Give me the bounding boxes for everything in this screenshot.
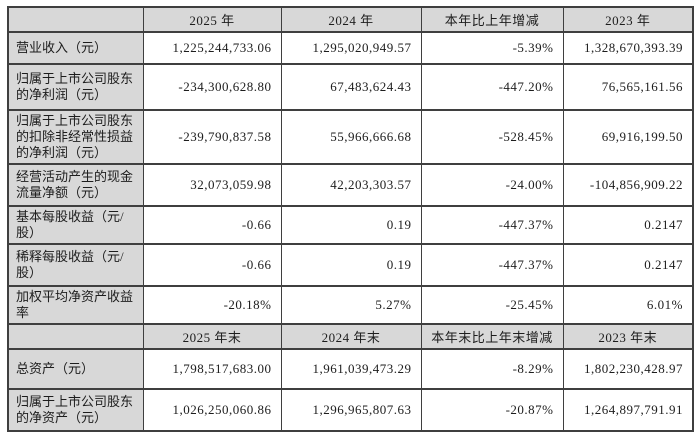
value-2023: 6.01% bbox=[562, 285, 694, 325]
metric-row-net-profit-excl-nonrecurring: 归属于上市公司股东的扣除非经常性损益的净利润（元） -239,790,837.5… bbox=[7, 109, 694, 165]
header-empty-cell bbox=[7, 323, 144, 350]
value-2025: -239,790,837.58 bbox=[142, 109, 282, 165]
value-change: -447.37% bbox=[420, 243, 564, 287]
value-2024: 1,295,020,949.57 bbox=[280, 31, 422, 65]
value-2025: 32,073,059.98 bbox=[142, 163, 282, 207]
value-2024: 1,296,965,807.63 bbox=[280, 388, 422, 432]
header-year-end-2024: 2024 年末 bbox=[280, 323, 422, 350]
financial-indicators-table: 2025 年 2024 年 本年比上年增减 2023 年 营业收入（元） 1,2… bbox=[7, 6, 694, 432]
metric-label: 加权平均净资产收益率 bbox=[7, 285, 144, 325]
metric-row-basic-eps: 基本每股收益（元/股） -0.66 0.19 -447.37% 0.2147 bbox=[7, 205, 694, 245]
value-change: -24.00% bbox=[420, 163, 564, 207]
value-2023: 76,565,161.56 bbox=[562, 63, 694, 111]
header-year-2023: 2023 年 bbox=[562, 6, 694, 33]
header-empty-cell bbox=[7, 6, 144, 33]
value-2025: -0.66 bbox=[142, 205, 282, 245]
value-2024: 0.19 bbox=[280, 243, 422, 287]
period-header-row-annual: 2025 年 2024 年 本年比上年增减 2023 年 bbox=[7, 6, 694, 33]
value-change: -8.29% bbox=[420, 348, 564, 390]
value-change: -5.39% bbox=[420, 31, 564, 65]
value-2023: -104,856,909.22 bbox=[562, 163, 694, 207]
value-2024: 0.19 bbox=[280, 205, 422, 245]
value-change: -528.45% bbox=[420, 109, 564, 165]
metric-row-diluted-eps: 稀释每股收益（元/股） -0.66 0.19 -447.37% 0.2147 bbox=[7, 243, 694, 287]
value-2025: 1,026,250,060.86 bbox=[142, 388, 282, 432]
metric-row-net-assets: 归属于上市公司股东的净资产（元） 1,026,250,060.86 1,296,… bbox=[7, 388, 694, 432]
value-change: -447.37% bbox=[420, 205, 564, 245]
value-2024: 55,966,666.68 bbox=[280, 109, 422, 165]
metric-label: 基本每股收益（元/股） bbox=[7, 205, 144, 245]
value-2025: 1,225,244,733.06 bbox=[142, 31, 282, 65]
value-2023: 0.2147 bbox=[562, 205, 694, 245]
metric-row-revenue: 营业收入（元） 1,225,244,733.06 1,295,020,949.5… bbox=[7, 31, 694, 65]
period-header-row-year-end: 2025 年末 2024 年末 本年末比上年末增减 2023 年末 bbox=[7, 323, 694, 350]
header-year-2024: 2024 年 bbox=[280, 6, 422, 33]
metric-label: 归属于上市公司股东的净利润（元） bbox=[7, 63, 144, 111]
value-2025: -234,300,628.80 bbox=[142, 63, 282, 111]
metric-row-weighted-avg-roe: 加权平均净资产收益率 -20.18% 5.27% -25.45% 6.01% bbox=[7, 285, 694, 325]
value-change: -20.87% bbox=[420, 388, 564, 432]
value-2024: 67,483,624.43 bbox=[280, 63, 422, 111]
value-2024: 42,203,303.57 bbox=[280, 163, 422, 207]
metric-label: 归属于上市公司股东的净资产（元） bbox=[7, 388, 144, 432]
value-change: -447.20% bbox=[420, 63, 564, 111]
value-2025: 1,798,517,683.00 bbox=[142, 348, 282, 390]
value-2023: 1,328,670,393.39 bbox=[562, 31, 694, 65]
metric-row-net-profit: 归属于上市公司股东的净利润（元） -234,300,628.80 67,483,… bbox=[7, 63, 694, 111]
value-2023: 0.2147 bbox=[562, 243, 694, 287]
metric-label: 归属于上市公司股东的扣除非经常性损益的净利润（元） bbox=[7, 109, 144, 165]
value-2025: -0.66 bbox=[142, 243, 282, 287]
value-2023: 1,802,230,428.97 bbox=[562, 348, 694, 390]
value-2023: 69,916,199.50 bbox=[562, 109, 694, 165]
metric-label: 经营活动产生的现金流量净额（元） bbox=[7, 163, 144, 207]
header-yoy-change: 本年比上年增减 bbox=[420, 6, 564, 33]
header-year-end-2023: 2023 年末 bbox=[562, 323, 694, 350]
header-year-end-2025: 2025 年末 bbox=[142, 323, 282, 350]
value-2024: 5.27% bbox=[280, 285, 422, 325]
metric-label: 稀释每股收益（元/股） bbox=[7, 243, 144, 287]
value-change: -25.45% bbox=[420, 285, 564, 325]
financial-indicators-table-container: 2025 年 2024 年 本年比上年增减 2023 年 营业收入（元） 1,2… bbox=[7, 6, 694, 432]
value-2023: 1,264,897,791.91 bbox=[562, 388, 694, 432]
metric-label: 总资产（元） bbox=[7, 348, 144, 390]
metric-label: 营业收入（元） bbox=[7, 31, 144, 65]
metric-row-operating-cash-flow: 经营活动产生的现金流量净额（元） 32,073,059.98 42,203,30… bbox=[7, 163, 694, 207]
header-year-2025: 2025 年 bbox=[142, 6, 282, 33]
value-2024: 1,961,039,473.29 bbox=[280, 348, 422, 390]
value-2025: -20.18% bbox=[142, 285, 282, 325]
metric-row-total-assets: 总资产（元） 1,798,517,683.00 1,961,039,473.29… bbox=[7, 348, 694, 390]
header-year-end-change: 本年末比上年末增减 bbox=[420, 323, 564, 350]
